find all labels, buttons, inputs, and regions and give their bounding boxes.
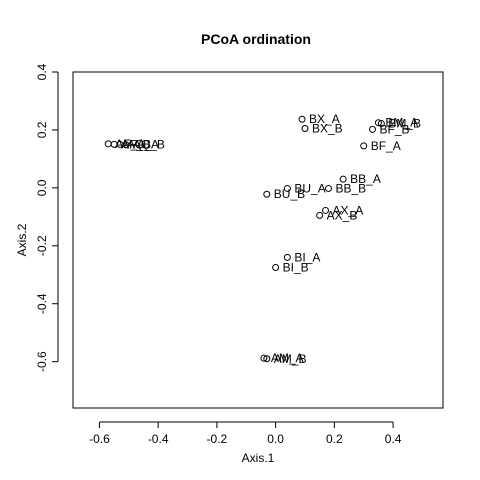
point-label: BB_B	[335, 181, 366, 195]
x-tick-label: 0.4	[385, 432, 402, 446]
x-tick-label: 0.2	[326, 432, 343, 446]
data-point	[301, 124, 309, 132]
point-label: BI_B	[283, 261, 309, 275]
point-label: BM_B	[388, 117, 421, 131]
chart-title: PCoA ordination	[201, 31, 311, 47]
data-point	[260, 354, 268, 362]
data-point	[263, 355, 271, 363]
point-label: BU_A	[294, 181, 325, 195]
x-tick-label: -0.2	[207, 432, 228, 446]
data-point	[324, 184, 332, 192]
y-tick-label: -0.6	[35, 351, 49, 372]
data-point	[377, 120, 385, 128]
point-label: AF_B	[121, 137, 151, 151]
x-tick-label: -0.6	[89, 432, 110, 446]
data-point	[298, 115, 306, 123]
y-tick-label: 0.4	[35, 63, 49, 80]
data-point	[360, 142, 368, 150]
data-point	[339, 175, 347, 183]
point-label: BF_B	[380, 122, 410, 136]
y-axis-label: Axis.2	[15, 223, 29, 256]
point-label: AQ_A	[127, 137, 159, 151]
point-label: BF_A	[371, 139, 401, 153]
point-label: AF_A	[115, 137, 145, 151]
point-label: BM_A	[385, 116, 418, 130]
y-axis: -0.6 -0.4 -0.2 0.0 0.2 0.4	[35, 63, 59, 372]
y-tick-label: -0.4	[35, 293, 49, 314]
plot-frame	[72, 71, 444, 409]
data-point	[374, 119, 382, 127]
y-tick-label: 0.2	[35, 121, 49, 138]
x-tick-label: -0.4	[148, 432, 169, 446]
point-label: BB_A	[350, 172, 381, 186]
point-label: AM_B	[274, 352, 307, 366]
data-point	[283, 253, 291, 261]
data-point	[316, 211, 324, 219]
y-tick-label: -0.2	[35, 235, 49, 256]
x-tick-label: 0.0	[267, 432, 284, 446]
point-label: AX_B	[327, 208, 358, 222]
point-label: AM_A	[271, 351, 304, 365]
data-point	[283, 184, 291, 192]
x-axis: -0.6 -0.4 -0.2 0.0 0.2 0.4	[89, 421, 402, 446]
point-label: BX_A	[309, 112, 340, 126]
point-label: AX_A	[333, 203, 364, 217]
data-point	[263, 190, 271, 198]
data-point	[104, 140, 112, 148]
point-label: AQ_B	[133, 138, 165, 152]
data-point	[322, 206, 330, 214]
point-label: BI_A	[294, 250, 320, 264]
point-label: BU_B	[274, 187, 305, 201]
data-point	[272, 264, 280, 272]
y-tick-label: 0.0	[35, 179, 49, 196]
data-points: BX_ABX_B BM_ABM_BBF_B BF_A AF_AAF_BAQ_AAQ_B…	[104, 112, 421, 366]
point-label: BX_B	[312, 121, 343, 135]
data-point	[369, 125, 377, 133]
data-point	[122, 141, 130, 149]
x-axis-label: Axis.1	[242, 451, 275, 465]
